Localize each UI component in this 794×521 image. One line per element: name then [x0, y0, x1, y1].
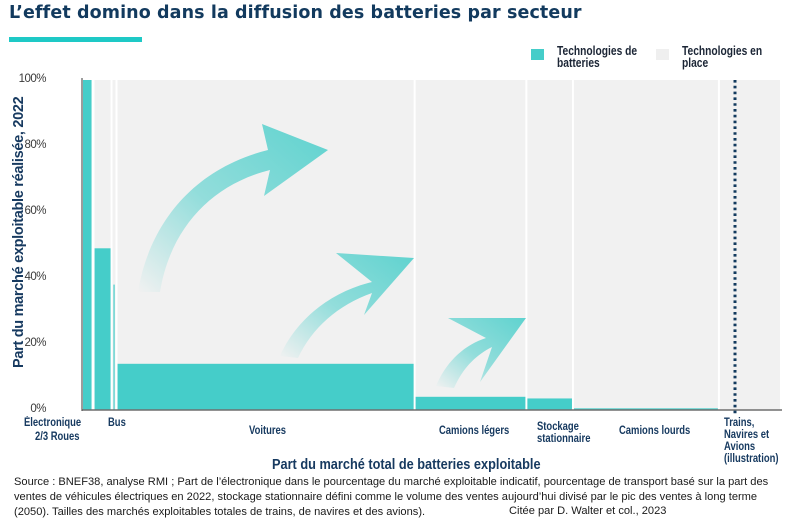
domino-arrows — [138, 124, 526, 388]
bar-battery-6 — [573, 408, 718, 410]
y-tick-label: 20% — [24, 337, 46, 349]
bar-incumbent-7 — [719, 80, 780, 410]
domino-arrow-medium — [280, 253, 414, 358]
bar-battery-4 — [415, 396, 526, 410]
x-label-2-3-roues: 2/3 Roues — [35, 431, 80, 443]
legend-swatch-incumbent — [656, 49, 669, 60]
citation: Citée par D. Walter et col., 2023 — [509, 505, 667, 517]
y-tick-label: 0% — [30, 403, 46, 415]
legend-item-battery: Technologies de batteries — [531, 45, 657, 69]
x-label-camions-legers: Camions légers — [439, 425, 510, 437]
bar-battery-0 — [83, 80, 92, 410]
bar-battery-5 — [527, 398, 572, 410]
title-underline — [9, 37, 142, 42]
legend-swatch-battery — [531, 49, 544, 60]
bar-battery-2 — [113, 284, 115, 410]
x-label-camions-lourds: Camions lourds — [619, 425, 691, 437]
bar-incumbent-2 — [112, 80, 116, 410]
legend-label-battery: Technologies de batteries — [557, 44, 638, 70]
domino-arrow-small — [436, 318, 526, 388]
page-title: L’effet domino dans la diffusion des bat… — [9, 3, 582, 23]
legend-label-incumbent: Technologies en place — [682, 44, 763, 70]
x-label-bus: Bus — [108, 417, 126, 429]
x-label-trains-navires-avions: Trains, Navires et Avions (illustration) — [724, 417, 779, 465]
x-label-voitures: Voitures — [249, 425, 287, 437]
y-tick-label: 80% — [24, 139, 46, 151]
x-label-electronique: Électronique — [24, 417, 82, 429]
y-tick-label: 60% — [24, 205, 46, 217]
legend-item-incumbent: Technologies en place — [656, 45, 782, 69]
source-note: Source : BNEF38, analyse RMI ; Part de l… — [14, 476, 769, 519]
x-axis-label: Part du marché total de batteries exploi… — [272, 456, 541, 473]
bar-incumbent-6 — [573, 80, 718, 410]
bar-battery-3 — [117, 363, 414, 410]
y-tick-label: 100% — [18, 73, 47, 85]
y-tick-label: 40% — [24, 271, 46, 283]
bar-incumbent-5 — [527, 80, 572, 410]
domino-arrow-large — [138, 124, 328, 292]
x-label-stockage-stationnaire: Stockage stationnaire — [537, 421, 591, 445]
bar-battery-1 — [94, 248, 111, 410]
